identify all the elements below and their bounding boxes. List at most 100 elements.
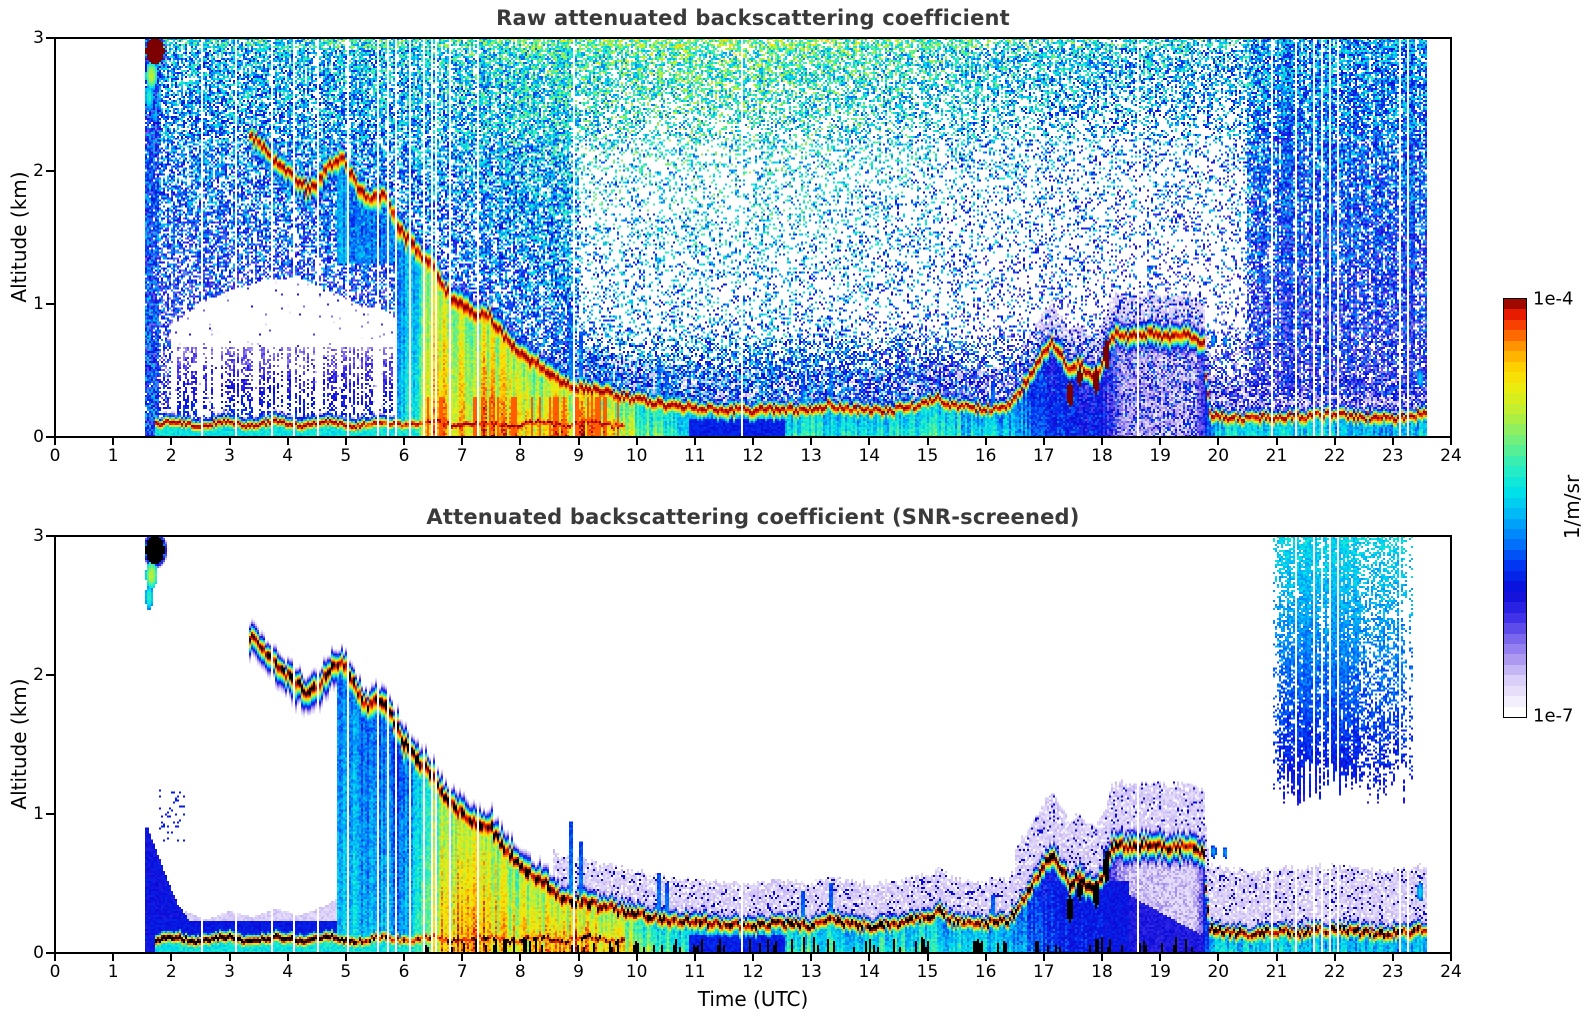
colorbar-step: [1504, 319, 1526, 331]
top-y-axis-label: Altitude (km): [7, 171, 31, 303]
colorbar-step: [1504, 403, 1526, 414]
colorbar-step: [1504, 633, 1526, 644]
y-tick: [46, 535, 54, 537]
x-tick: [1391, 437, 1394, 445]
colorbar-step: [1504, 549, 1526, 561]
x-tick: [519, 437, 522, 445]
x-tick: [1159, 437, 1162, 445]
x-tick-label: 17: [1032, 446, 1055, 466]
x-tick: [1217, 437, 1220, 445]
x-tick: [1217, 953, 1220, 961]
x-tick: [403, 437, 405, 445]
x-tick-label: 1: [107, 446, 119, 466]
colorbar-step: [1504, 581, 1526, 592]
x-tick: [112, 953, 115, 961]
bottom-y-axis-label: Altitude (km): [7, 678, 31, 810]
x-tick: [519, 953, 522, 961]
y-tick-label: 1: [33, 294, 44, 314]
bottom-panel-title: Attenuated backscattering coefficient (S…: [426, 505, 1080, 529]
x-tick: [635, 437, 638, 445]
x-tick-label: 4: [282, 446, 294, 466]
colorbar-step: [1504, 675, 1526, 686]
y-tick: [46, 674, 54, 676]
x-tick-label: 18: [1091, 962, 1113, 982]
x-tick: [810, 953, 813, 961]
colorbar-step: [1504, 309, 1526, 320]
x-tick: [54, 953, 56, 961]
x-tick: [1101, 437, 1103, 445]
x-tick-label: 13: [800, 446, 823, 466]
x-tick: [577, 953, 580, 961]
y-tick-label: 3: [33, 526, 44, 546]
colorbar-unit-label: 1/m/sr: [1560, 474, 1584, 540]
x-tick-label: 6: [398, 962, 410, 982]
x-tick: [1450, 953, 1452, 961]
x-tick-label: 4: [282, 962, 294, 982]
colorbar-step: [1504, 487, 1526, 498]
colorbar-step: [1504, 413, 1526, 425]
y-tick: [46, 813, 54, 815]
x-tick-label: 12: [742, 446, 764, 466]
x-tick: [1042, 437, 1045, 445]
x-tick-label: 20: [1207, 446, 1230, 466]
colorbar-step: [1504, 654, 1526, 665]
colorbar-step: [1504, 643, 1526, 655]
x-tick: [693, 437, 696, 445]
x-tick: [810, 437, 813, 445]
colorbar-step: [1504, 570, 1526, 582]
x-tick-label: 17: [1032, 962, 1055, 982]
colorbar-step: [1504, 330, 1526, 341]
x-tick: [54, 437, 56, 445]
x-tick: [461, 953, 464, 961]
colorbar-max-label: 1e-4: [1533, 288, 1574, 310]
x-tick: [228, 953, 231, 961]
x-tick-label: 10: [625, 962, 648, 982]
colorbar-step: [1504, 455, 1526, 467]
colorbar-step: [1504, 560, 1526, 571]
x-tick: [1333, 953, 1336, 961]
x-tick: [868, 953, 871, 961]
x-tick: [577, 437, 580, 445]
y-tick-label: 0: [33, 943, 44, 963]
colorbar-min-label: 1e-7: [1533, 705, 1574, 727]
x-tick: [112, 437, 115, 445]
x-tick-label: 16: [974, 962, 997, 982]
colorbar-step: [1504, 299, 1526, 310]
colorbar-step: [1504, 466, 1526, 477]
x-tick-label: 10: [625, 446, 648, 466]
x-tick-label: 23: [1381, 446, 1404, 466]
x-tick-label: 15: [916, 962, 939, 982]
colorbar-step: [1504, 497, 1526, 509]
x-tick-label: 8: [514, 446, 526, 466]
x-tick: [693, 953, 696, 961]
x-tick-label: 2: [165, 962, 177, 982]
colorbar-step: [1504, 539, 1526, 550]
colorbar-step: [1504, 382, 1526, 394]
x-tick-label: 16: [974, 446, 997, 466]
x-tick: [286, 437, 289, 445]
x-tick: [1333, 437, 1336, 445]
y-tick: [46, 436, 54, 438]
x-tick-label: 8: [514, 962, 526, 982]
x-tick-label: 22: [1323, 446, 1346, 466]
x-tick: [170, 953, 173, 961]
x-tick: [984, 437, 987, 445]
x-tick: [868, 437, 871, 445]
x-tick-label: 6: [398, 446, 410, 466]
top-panel-plot-area: [55, 38, 1451, 437]
x-tick-label: 7: [456, 446, 468, 466]
x-tick-label: 14: [858, 446, 881, 466]
x-tick: [1042, 953, 1045, 961]
x-tick: [926, 953, 929, 961]
x-tick-label: 3: [224, 446, 235, 466]
x-tick: [926, 437, 929, 445]
colorbar-step: [1504, 591, 1526, 603]
colorbar-step: [1504, 393, 1526, 404]
x-tick: [1159, 953, 1162, 961]
y-tick-label: 0: [33, 427, 44, 447]
colorbar-step: [1504, 424, 1526, 435]
x-tick-label: 21: [1265, 962, 1288, 982]
y-tick-label: 1: [33, 804, 44, 824]
x-tick-label: 13: [800, 962, 823, 982]
